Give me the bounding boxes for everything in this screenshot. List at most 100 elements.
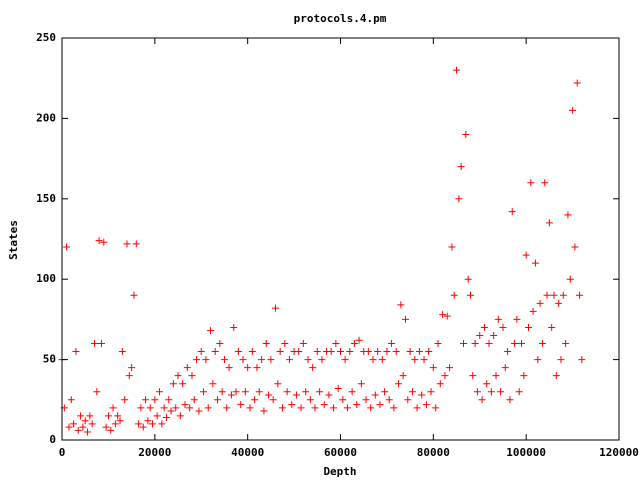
point xyxy=(388,340,396,348)
point xyxy=(188,372,196,380)
point xyxy=(125,372,133,380)
point xyxy=(339,396,347,404)
point xyxy=(313,348,321,356)
point xyxy=(513,315,521,323)
y-tick-label: 250 xyxy=(36,31,56,44)
point xyxy=(401,315,409,323)
point xyxy=(302,388,310,396)
point xyxy=(158,420,166,428)
point xyxy=(378,356,386,364)
point xyxy=(422,401,430,409)
point xyxy=(385,396,393,404)
point xyxy=(369,356,377,364)
point xyxy=(550,291,558,299)
point xyxy=(483,380,491,388)
point xyxy=(225,364,233,372)
point xyxy=(520,372,528,380)
point xyxy=(406,348,414,356)
point xyxy=(524,323,532,331)
point xyxy=(272,304,280,312)
point xyxy=(197,348,205,356)
point xyxy=(536,299,544,307)
point xyxy=(165,396,173,404)
point xyxy=(174,372,182,380)
point xyxy=(441,372,449,380)
point xyxy=(281,340,289,348)
point xyxy=(353,401,361,409)
point xyxy=(93,388,101,396)
point xyxy=(239,356,247,364)
point xyxy=(432,404,440,412)
point xyxy=(79,423,87,431)
point xyxy=(63,243,71,251)
point xyxy=(237,401,245,409)
point xyxy=(167,407,175,415)
point xyxy=(130,291,138,299)
point xyxy=(248,348,256,356)
point xyxy=(548,323,556,331)
point xyxy=(81,417,89,425)
point xyxy=(241,388,249,396)
point xyxy=(142,396,150,404)
point xyxy=(213,396,221,404)
point xyxy=(429,364,437,372)
point xyxy=(334,385,342,393)
point xyxy=(230,323,238,331)
point xyxy=(146,404,154,412)
point xyxy=(172,404,180,412)
point xyxy=(436,380,444,388)
point xyxy=(374,348,382,356)
point xyxy=(255,388,263,396)
point xyxy=(320,401,328,409)
point xyxy=(499,323,507,331)
x-tick-label: 120000 xyxy=(599,446,639,459)
point xyxy=(343,404,351,412)
point xyxy=(149,420,157,428)
point xyxy=(262,340,270,348)
point xyxy=(478,396,486,404)
point xyxy=(434,340,442,348)
chart-title: protocols.4.pm xyxy=(294,12,387,25)
point xyxy=(153,412,161,420)
point xyxy=(251,396,259,404)
point xyxy=(383,348,391,356)
point xyxy=(132,240,140,248)
point xyxy=(258,356,266,364)
point xyxy=(297,404,305,412)
point xyxy=(155,388,163,396)
point xyxy=(65,423,73,431)
point xyxy=(576,291,584,299)
point xyxy=(390,404,398,412)
point xyxy=(508,208,516,216)
point xyxy=(139,423,147,431)
y-tick-label: 0 xyxy=(49,433,56,446)
point xyxy=(137,404,145,412)
point xyxy=(309,364,317,372)
point xyxy=(515,388,523,396)
point xyxy=(292,391,300,399)
point xyxy=(573,79,581,87)
point xyxy=(72,348,80,356)
point xyxy=(355,336,363,344)
point xyxy=(471,340,479,348)
point xyxy=(176,412,184,420)
point xyxy=(107,426,115,434)
point xyxy=(67,396,75,404)
point xyxy=(350,340,358,348)
point xyxy=(464,275,472,283)
point xyxy=(109,404,117,412)
point xyxy=(494,315,502,323)
point xyxy=(538,340,546,348)
point xyxy=(253,364,261,372)
point xyxy=(211,348,219,356)
point xyxy=(95,237,103,245)
x-tick-label: 40000 xyxy=(231,446,264,459)
point xyxy=(169,380,177,388)
point xyxy=(193,356,201,364)
x-tick-label: 100000 xyxy=(506,446,546,459)
point xyxy=(501,364,509,372)
point xyxy=(269,396,277,404)
x-tick-label: 0 xyxy=(59,446,66,459)
point xyxy=(144,417,152,425)
